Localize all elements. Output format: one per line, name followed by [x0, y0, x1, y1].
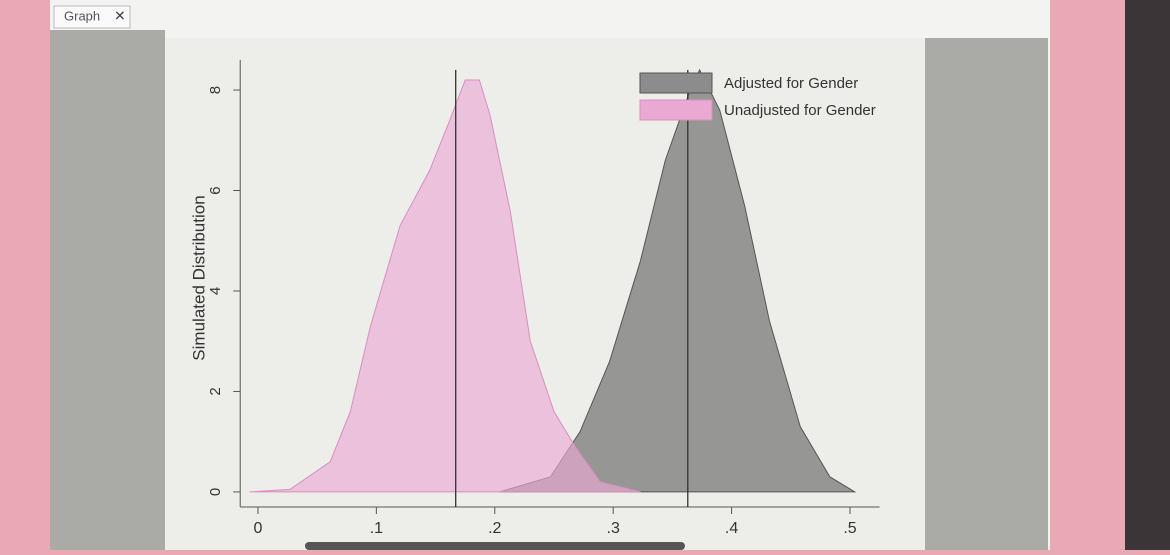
y-tick-label: 8 [207, 86, 224, 94]
tab[interactable] [53, 5, 131, 29]
legend-label: Unadjusted for Gender [724, 102, 876, 119]
legend-swatch [639, 72, 713, 94]
tab-label: Graph [64, 8, 100, 23]
side-panel [50, 30, 165, 550]
legend-swatch [639, 99, 713, 121]
side-panel [925, 38, 1048, 550]
y-tick-label: 4 [207, 287, 224, 295]
scrollbar [305, 542, 685, 550]
x-tick-label: .3 [607, 520, 620, 537]
x-tick-label: .5 [843, 520, 856, 537]
x-tick-label: .1 [370, 520, 383, 537]
x-tick-label: .2 [488, 520, 501, 537]
density-area [249, 79, 641, 493]
screen-edge [1125, 0, 1170, 550]
y-tick-label: 6 [207, 186, 224, 194]
y-tick-label: 2 [207, 387, 224, 395]
legend-label: Adjusted for Gender [724, 75, 858, 92]
x-tick-label: .4 [725, 520, 738, 537]
y-tick-label: 0 [207, 488, 224, 496]
density-area [499, 68, 857, 493]
y-axis-label: Simulated Distribution [189, 195, 208, 360]
tab-close[interactable]: ✕ [114, 8, 126, 24]
x-tick-label: 0 [254, 520, 263, 537]
